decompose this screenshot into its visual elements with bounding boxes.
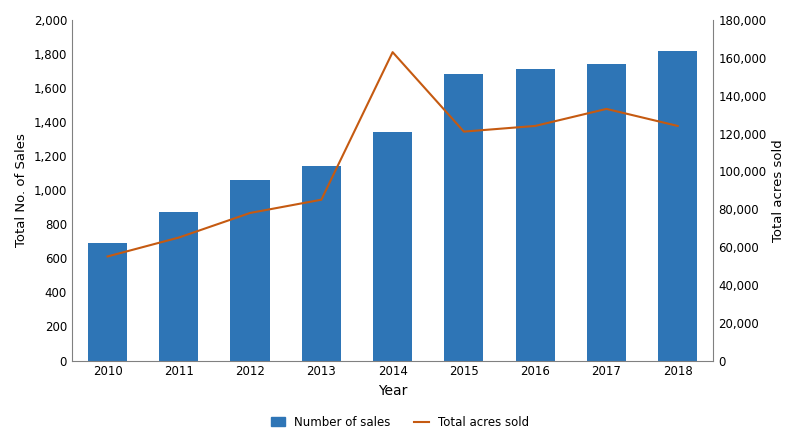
Total acres sold <box>673 123 682 129</box>
Total acres sold <box>459 129 469 134</box>
Bar <box>230 180 270 361</box>
Bar <box>302 166 341 361</box>
Total acres sold <box>102 254 112 259</box>
Bar <box>444 75 483 361</box>
Total acres sold <box>602 106 611 111</box>
Bar <box>88 243 127 361</box>
Y-axis label: Total No. of Sales: Total No. of Sales <box>15 133 28 247</box>
Bar <box>587 64 626 361</box>
Legend: Number of sales, Total acres sold: Number of sales, Total acres sold <box>266 411 534 434</box>
Bar <box>658 51 698 361</box>
X-axis label: Year: Year <box>378 384 407 398</box>
Total acres sold <box>317 197 326 202</box>
Bar <box>515 69 554 361</box>
Total acres sold <box>174 235 184 240</box>
Total acres sold <box>246 210 255 216</box>
Bar <box>373 132 412 361</box>
Line: Total acres sold: Total acres sold <box>107 52 678 257</box>
Y-axis label: Total acres sold: Total acres sold <box>772 139 785 242</box>
Bar <box>159 212 198 361</box>
Total acres sold <box>530 123 540 129</box>
Total acres sold <box>388 49 398 55</box>
